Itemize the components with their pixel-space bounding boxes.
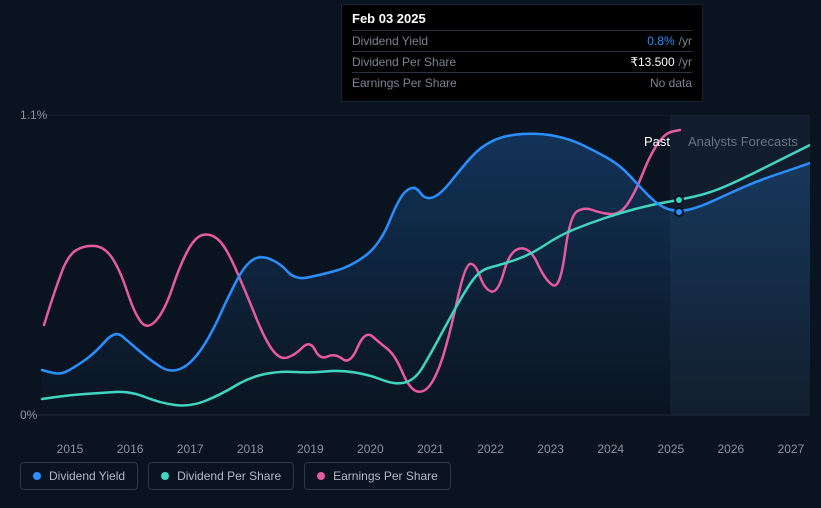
legend-dot-icon <box>161 472 169 480</box>
tooltip-row: Dividend Per Share ₹13.500 /yr <box>352 51 692 72</box>
x-axis-tick: 2016 <box>100 442 160 456</box>
x-axis-tick: 2025 <box>641 442 701 456</box>
tooltip-label: Dividend Per Share <box>352 55 630 69</box>
legend-item[interactable]: Dividend Yield <box>20 462 138 490</box>
x-axis-tick: 2022 <box>461 442 521 456</box>
x-axis-tick: 2020 <box>340 442 400 456</box>
legend-dot-icon <box>33 472 41 480</box>
x-axis-tick: 2021 <box>400 442 460 456</box>
chart-legend: Dividend Yield Dividend Per Share Earnings… <box>20 462 451 490</box>
tooltip-nodata: No data <box>650 76 692 90</box>
x-axis-tick: 2017 <box>160 442 220 456</box>
tooltip-value: ₹13.500 <box>630 55 674 69</box>
x-axis-tick: 2015 <box>40 442 100 456</box>
legend-label: Earnings Per Share <box>333 469 438 483</box>
tooltip-row: Dividend Yield 0.8% /yr <box>352 30 692 51</box>
x-axis: 2015201620172018201920202021202220232024… <box>40 442 821 456</box>
tooltip-unit: /yr <box>679 55 692 69</box>
legend-dot-icon <box>317 472 325 480</box>
tooltip-date: Feb 03 2025 <box>352 11 692 30</box>
x-axis-tick: 2027 <box>761 442 821 456</box>
x-axis-tick: 2023 <box>521 442 581 456</box>
tooltip-unit: /yr <box>679 34 692 48</box>
forecast-label: Analysts Forecasts <box>688 134 798 149</box>
tooltip-label: Dividend Yield <box>352 34 647 48</box>
past-label: Past <box>644 134 670 149</box>
legend-label: Dividend Per Share <box>177 469 281 483</box>
tooltip-value: 0.8% <box>647 34 674 48</box>
y-axis-label-max: 1.1% <box>20 108 47 122</box>
line-chart[interactable] <box>20 115 810 445</box>
x-axis-tick: 2026 <box>701 442 761 456</box>
legend-item[interactable]: Earnings Per Share <box>304 462 451 490</box>
x-axis-tick: 2024 <box>581 442 641 456</box>
chart-svg <box>20 115 810 445</box>
current-marker-dy <box>674 207 684 217</box>
legend-item[interactable]: Dividend Per Share <box>148 462 294 490</box>
chart-tooltip: Feb 03 2025 Dividend Yield 0.8% /yr Divi… <box>341 4 703 102</box>
x-axis-tick: 2018 <box>220 442 280 456</box>
tooltip-row: Earnings Per Share No data <box>352 72 692 93</box>
y-axis-label-min: 0% <box>20 408 37 422</box>
tooltip-label: Earnings Per Share <box>352 76 650 90</box>
x-axis-tick: 2019 <box>280 442 340 456</box>
legend-label: Dividend Yield <box>49 469 125 483</box>
current-marker-dps <box>674 195 684 205</box>
